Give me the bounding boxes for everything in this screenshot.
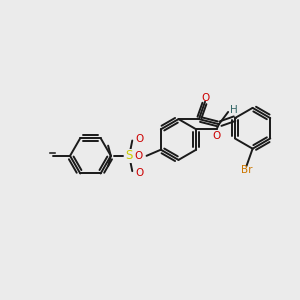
- Text: O: O: [136, 168, 144, 178]
- Text: O: O: [212, 131, 221, 141]
- Text: S: S: [125, 149, 133, 162]
- Text: Br: Br: [241, 165, 252, 175]
- Text: O: O: [135, 151, 143, 161]
- Text: H: H: [230, 106, 237, 116]
- Text: O: O: [201, 93, 209, 103]
- Text: O: O: [136, 134, 144, 144]
